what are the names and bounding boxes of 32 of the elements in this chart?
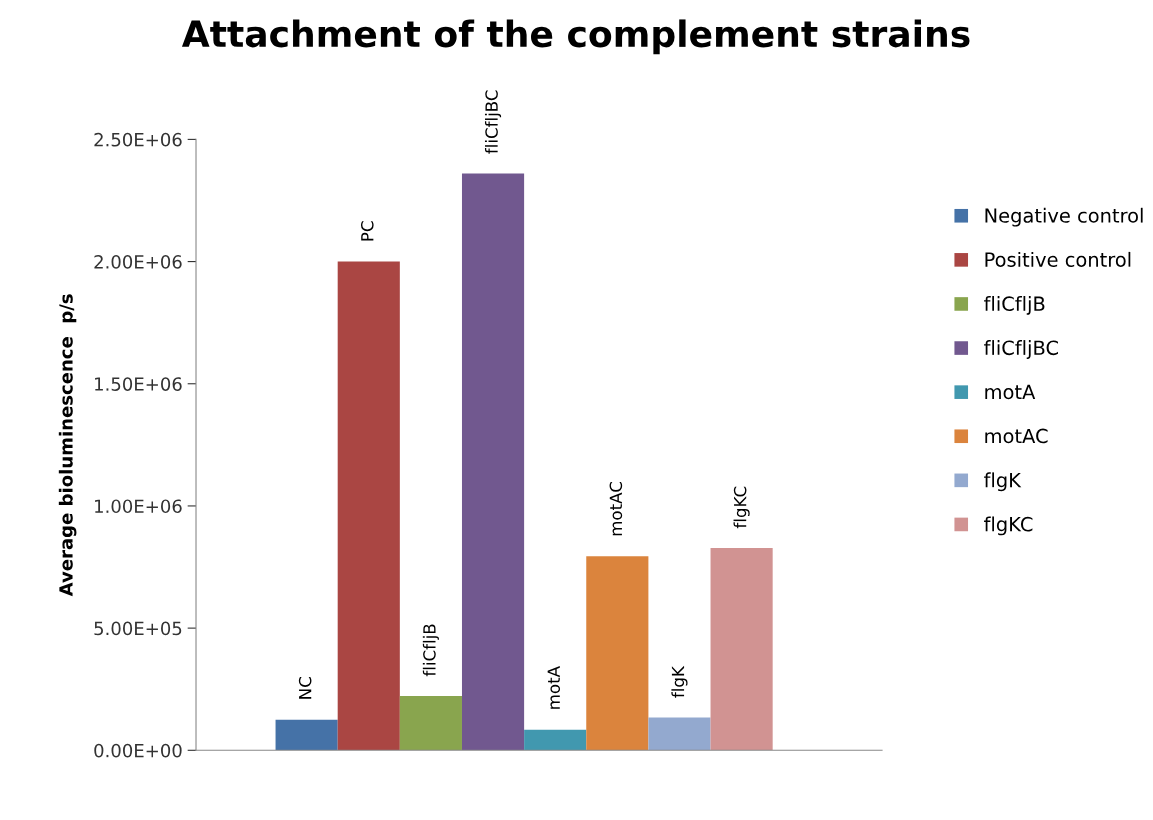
y-tick-label: 0.00E+00 [94, 743, 182, 758]
legend-label: flgK [984, 472, 1022, 492]
legend-label: Positive control [985, 251, 1131, 267]
legend-label: fliCfljB [984, 295, 1045, 315]
bar [337, 261, 400, 751]
legend-label: motA [985, 384, 1036, 400]
annotation: fliCfljBC [484, 90, 502, 154]
bar [461, 173, 525, 751]
legend-label: flgKC [984, 516, 1033, 536]
bar [648, 717, 711, 751]
annotation: motA [547, 666, 561, 709]
y-axis-title: Average bioluminescence p/s [58, 294, 77, 597]
y-tick-label: 5.00E+05 [94, 621, 182, 636]
annotation: flgK [671, 665, 688, 698]
bar [275, 719, 338, 751]
legend-label: motAC [985, 428, 1048, 444]
y-tick-label: 1.50E+06 [95, 377, 182, 391]
legend-label: Negative control [985, 207, 1143, 227]
y-tick-label: 2.50E+06 [94, 132, 182, 147]
annotation: motAC [609, 482, 623, 536]
annotation: fliCfljB [422, 624, 439, 677]
chart-title: Attachment of the complement strains [181, 19, 970, 55]
legend-label: fliCfljBC [984, 340, 1058, 359]
bar [710, 547, 773, 751]
y-tick-label: 1.00E+06 [95, 499, 182, 514]
annotation: flgKC [733, 486, 750, 529]
y-tick-label: 2.00E+06 [94, 255, 182, 269]
bar [524, 729, 587, 751]
annotation: NC [298, 677, 312, 699]
annotation: PC [360, 221, 374, 241]
bar [399, 696, 462, 751]
bar [586, 556, 649, 751]
